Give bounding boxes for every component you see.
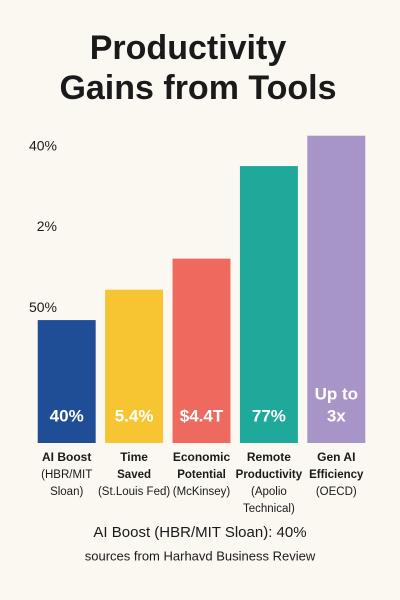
- bar-label: 40%: [50, 406, 84, 425]
- x-tick-label: (McKinsey): [173, 486, 231, 498]
- footer-source: sources from Harhavd Business Review: [85, 548, 316, 563]
- x-tick-label: Efficiency: [309, 469, 364, 481]
- x-tick-label: Technical): [243, 503, 295, 515]
- bar-label: 77%: [252, 406, 286, 425]
- bar: [307, 135, 366, 443]
- chart-title: Productivity: [90, 29, 287, 67]
- x-tick-label: AI Boost: [42, 450, 91, 464]
- y-tick-label: 40%: [29, 138, 57, 154]
- y-tick-label: 2%: [37, 218, 57, 234]
- x-tick-label: Remote: [247, 450, 291, 464]
- x-tick-label: (Apolio: [251, 486, 287, 498]
- y-tick-label: 50%: [29, 299, 57, 315]
- x-tick-label: (St.Louis Fed): [98, 486, 170, 498]
- chart-title: Gains from Tools: [59, 69, 336, 107]
- bar-label: Up to: [315, 384, 358, 403]
- x-tick-label: (OECD): [316, 486, 357, 498]
- bar: [239, 166, 298, 444]
- bar: [172, 258, 231, 443]
- x-tick-label: Sloan): [50, 486, 83, 498]
- x-tick-label: (HBR/MIT: [41, 469, 92, 481]
- bar-label: 3x: [327, 406, 346, 425]
- x-tick-label: Economic: [173, 450, 231, 464]
- bar-label: 5.4%: [115, 406, 154, 425]
- x-tick-label: Time: [120, 450, 148, 464]
- x-tick-label: Potential: [177, 469, 226, 481]
- bar: [37, 320, 96, 443]
- bar: [105, 289, 164, 443]
- bar-label: $4.4T: [180, 406, 224, 425]
- x-tick-label: Gen AI: [317, 450, 355, 464]
- x-tick-label: Productivity: [236, 469, 303, 481]
- x-tick-label: Saved: [117, 469, 151, 481]
- footer-note: AI Boost (HBR/MIT Sloan): 40%: [93, 524, 306, 541]
